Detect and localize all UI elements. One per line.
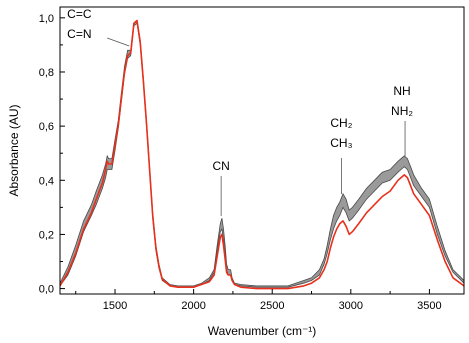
series-band-upper-line bbox=[60, 19, 464, 287]
y-tick-label: 1,0 bbox=[39, 13, 54, 25]
y-axis-title: Absorbance (AU) bbox=[7, 104, 21, 196]
annotation-label: C=N bbox=[67, 27, 91, 41]
series-band-lower-line bbox=[60, 22, 464, 288]
x-tick-label: 2500 bbox=[260, 300, 284, 312]
y-tick-label: 0,0 bbox=[39, 284, 54, 296]
x-axis-title: Wavenumber (cm⁻¹) bbox=[208, 324, 317, 338]
annotation-label: NH bbox=[393, 84, 410, 98]
x-tick-label: 3000 bbox=[339, 300, 363, 312]
annotations: C=C C=N CN CH₂ CH₃ NH NH₂ bbox=[67, 7, 413, 216]
series-main-line bbox=[60, 19, 464, 290]
y-tick-label: 0,8 bbox=[39, 67, 54, 79]
y-tick-label: 0,6 bbox=[39, 121, 54, 133]
axis-ticks: 1500 2000 2500 3000 3500 0,0 0,2 0,4 0,6 0,8 1,0 bbox=[39, 13, 442, 312]
annotation-label: CH₂ bbox=[330, 116, 352, 130]
annotation-label: NH₂ bbox=[391, 104, 413, 118]
y-tick-label: 0,2 bbox=[39, 229, 54, 241]
x-tick-label: 3500 bbox=[417, 300, 441, 312]
x-tick-label: 1500 bbox=[103, 300, 127, 312]
x-tick-label: 2000 bbox=[181, 300, 205, 312]
plot-frame bbox=[59, 6, 465, 295]
series-band-area bbox=[60, 20, 464, 288]
annotation-leader-line bbox=[107, 37, 130, 47]
annotation-label: CH₃ bbox=[330, 136, 352, 150]
plot-content bbox=[60, 19, 464, 290]
annotation-label: C=C bbox=[67, 7, 92, 21]
annotation-label: CN bbox=[212, 159, 229, 173]
y-tick-label: 0,4 bbox=[39, 175, 54, 187]
